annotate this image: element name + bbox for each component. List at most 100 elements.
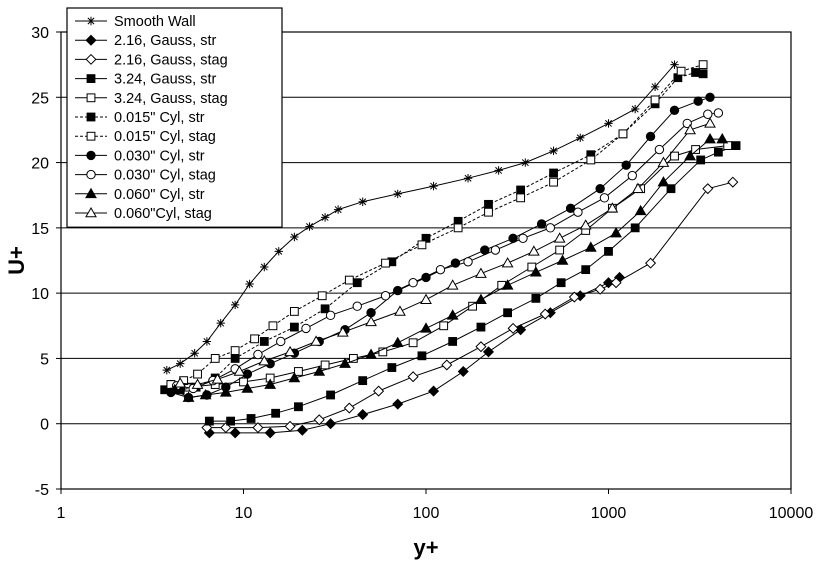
- data-point: [634, 204, 647, 216]
- data-point: [475, 267, 487, 278]
- data-point: [630, 104, 640, 114]
- data-point: [333, 205, 343, 214]
- data-point: [630, 223, 640, 233]
- y-tick-label: 25: [31, 90, 49, 107]
- legend-entry: 0.060" Cyl, str: [75, 187, 205, 203]
- legend-label: 0.030" Cyl, str: [114, 148, 205, 164]
- data-point: [484, 207, 493, 217]
- data-point: [610, 227, 622, 238]
- data-point: [669, 105, 680, 116]
- legend-label: 0.030" Cyl, stag: [114, 168, 216, 184]
- legend: Smooth Wall 2.16, Gauss, str 2.16, Gauss, …: [66, 7, 283, 228]
- data-point: [549, 177, 558, 187]
- data-point: [358, 376, 368, 386]
- legend-entry: 0.015" Cyl, stag: [75, 129, 216, 145]
- data-point: [723, 141, 733, 150]
- data-point: [666, 184, 676, 194]
- data-point: [684, 149, 697, 161]
- y-tick-label: 10: [31, 286, 49, 303]
- data-point: [176, 359, 185, 368]
- data-point: [475, 293, 487, 304]
- legend-label: 3.24, Gauss, str: [114, 72, 217, 88]
- legend-label: 0.060" Cyl, str: [114, 187, 205, 203]
- data-point: [199, 388, 212, 400]
- legend-marker: [85, 206, 97, 218]
- legend-box: [66, 7, 283, 228]
- data-point: [441, 359, 453, 371]
- series-9: [168, 133, 729, 402]
- data-point: [290, 232, 299, 242]
- data-point: [352, 301, 362, 311]
- data-point: [527, 245, 540, 256]
- data-point: [230, 354, 240, 363]
- data-point: [645, 257, 657, 269]
- data-point: [621, 160, 631, 170]
- data-point: [490, 245, 501, 255]
- data-point: [320, 304, 330, 314]
- legend-marker: [85, 34, 97, 46]
- data-point: [657, 176, 670, 187]
- legend-entry: 0.060"Cyl, stag: [75, 206, 212, 222]
- data-point: [325, 418, 337, 430]
- data-point: [657, 156, 670, 167]
- data-point: [380, 291, 391, 301]
- data-point: [539, 308, 551, 320]
- data-point: [294, 367, 303, 376]
- axes: -5 0 5 10 15 20 25 30 1 10 100 1000 10000: [31, 25, 813, 522]
- data-point: [529, 266, 542, 277]
- data-point: [260, 262, 269, 272]
- data-point: [288, 371, 301, 383]
- data-point: [408, 277, 418, 288]
- data-point: [252, 422, 264, 434]
- data-point: [579, 219, 592, 230]
- data-point: [216, 318, 225, 328]
- data-point: [264, 427, 276, 439]
- data-point: [475, 341, 487, 353]
- data-point: [226, 416, 236, 426]
- data-point: [365, 348, 377, 359]
- legend-marker: [86, 169, 96, 180]
- data-point: [241, 382, 254, 393]
- data-point: [417, 240, 427, 250]
- data-point: [174, 377, 187, 388]
- series-2: [201, 176, 739, 434]
- data-point: [457, 365, 469, 378]
- data-point: [446, 309, 459, 320]
- data-point: [391, 336, 404, 348]
- legend-entry: 2.16, Gauss, stag: [75, 52, 228, 68]
- y-tick-label: 0: [40, 417, 49, 434]
- data-point: [501, 257, 514, 268]
- data-point: [610, 277, 622, 289]
- data-point: [518, 233, 528, 244]
- data-point: [716, 133, 729, 144]
- legend-label: 0.015" Cyl, str: [114, 110, 205, 126]
- legend-entry: 0.015" Cyl, str: [75, 110, 205, 126]
- data-point: [408, 338, 418, 348]
- data-point: [604, 246, 613, 256]
- data-point: [373, 385, 385, 397]
- data-point: [326, 390, 335, 400]
- series-1: [203, 271, 626, 439]
- data-point: [555, 245, 565, 255]
- data-point: [599, 193, 610, 203]
- data-point: [357, 409, 369, 421]
- data-point: [301, 323, 311, 334]
- data-point: [503, 308, 513, 318]
- legend-label: 3.24, Gauss, stag: [114, 91, 228, 107]
- data-point: [565, 203, 576, 213]
- legend-label: 2.16, Gauss, str: [114, 33, 217, 49]
- data-point: [211, 373, 224, 384]
- data-point: [654, 144, 665, 155]
- data-point: [670, 60, 679, 69]
- data-point: [586, 155, 596, 165]
- legend-label: 2.16, Gauss, stag: [114, 52, 228, 68]
- data-point: [476, 322, 486, 332]
- x-axis-title: y+: [413, 535, 438, 560]
- data-point: [274, 247, 283, 256]
- data-point: [704, 133, 716, 144]
- data-point: [289, 307, 299, 316]
- data-point: [428, 385, 440, 397]
- data-point: [378, 347, 388, 357]
- data-point: [358, 197, 367, 206]
- data-point: [549, 146, 558, 156]
